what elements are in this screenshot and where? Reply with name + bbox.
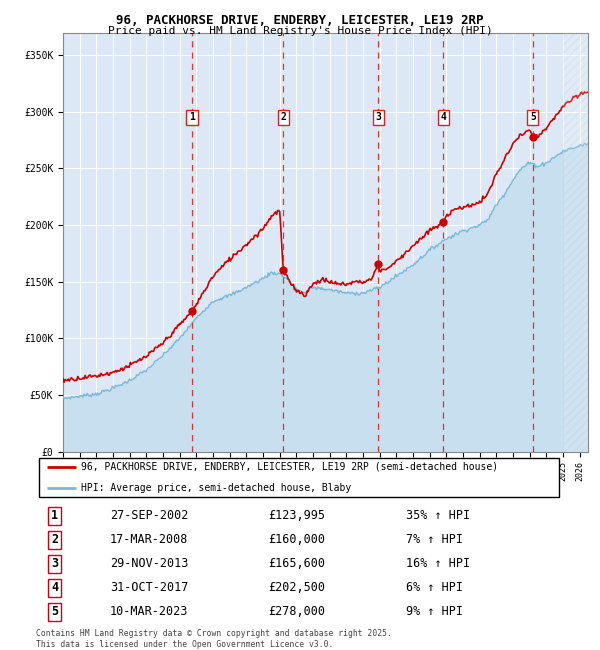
Text: 10-MAR-2023: 10-MAR-2023 (110, 606, 188, 619)
Text: 5: 5 (530, 112, 536, 122)
Text: 5: 5 (51, 606, 58, 619)
Text: 96, PACKHORSE DRIVE, ENDERBY, LEICESTER, LE19 2RP (semi-detached house): 96, PACKHORSE DRIVE, ENDERBY, LEICESTER,… (81, 462, 498, 472)
Text: Price paid vs. HM Land Registry's House Price Index (HPI): Price paid vs. HM Land Registry's House … (107, 26, 493, 36)
Text: 35% ↑ HPI: 35% ↑ HPI (406, 510, 470, 523)
Text: £165,600: £165,600 (268, 558, 325, 571)
Text: 1: 1 (51, 510, 58, 523)
Text: £202,500: £202,500 (268, 582, 325, 594)
Text: 16% ↑ HPI: 16% ↑ HPI (406, 558, 470, 571)
Text: £278,000: £278,000 (268, 606, 325, 619)
Text: £160,000: £160,000 (268, 533, 325, 546)
Text: 27-SEP-2002: 27-SEP-2002 (110, 510, 188, 523)
Polygon shape (563, 32, 588, 452)
Text: HPI: Average price, semi-detached house, Blaby: HPI: Average price, semi-detached house,… (81, 483, 351, 493)
Text: 9% ↑ HPI: 9% ↑ HPI (406, 606, 463, 619)
Text: £123,995: £123,995 (268, 510, 325, 523)
Text: Contains HM Land Registry data © Crown copyright and database right 2025.
This d: Contains HM Land Registry data © Crown c… (36, 629, 392, 649)
Text: 4: 4 (440, 112, 446, 122)
Text: 3: 3 (375, 112, 381, 122)
Text: 2: 2 (280, 112, 286, 122)
Text: 7% ↑ HPI: 7% ↑ HPI (406, 533, 463, 546)
Text: 96, PACKHORSE DRIVE, ENDERBY, LEICESTER, LE19 2RP: 96, PACKHORSE DRIVE, ENDERBY, LEICESTER,… (116, 14, 484, 27)
FancyBboxPatch shape (38, 458, 559, 497)
Text: 31-OCT-2017: 31-OCT-2017 (110, 582, 188, 594)
Text: 4: 4 (51, 582, 58, 594)
Text: 6% ↑ HPI: 6% ↑ HPI (406, 582, 463, 594)
Text: 17-MAR-2008: 17-MAR-2008 (110, 533, 188, 546)
Text: 1: 1 (189, 112, 195, 122)
Text: 3: 3 (51, 558, 58, 571)
Text: 2: 2 (51, 533, 58, 546)
Text: 29-NOV-2013: 29-NOV-2013 (110, 558, 188, 571)
